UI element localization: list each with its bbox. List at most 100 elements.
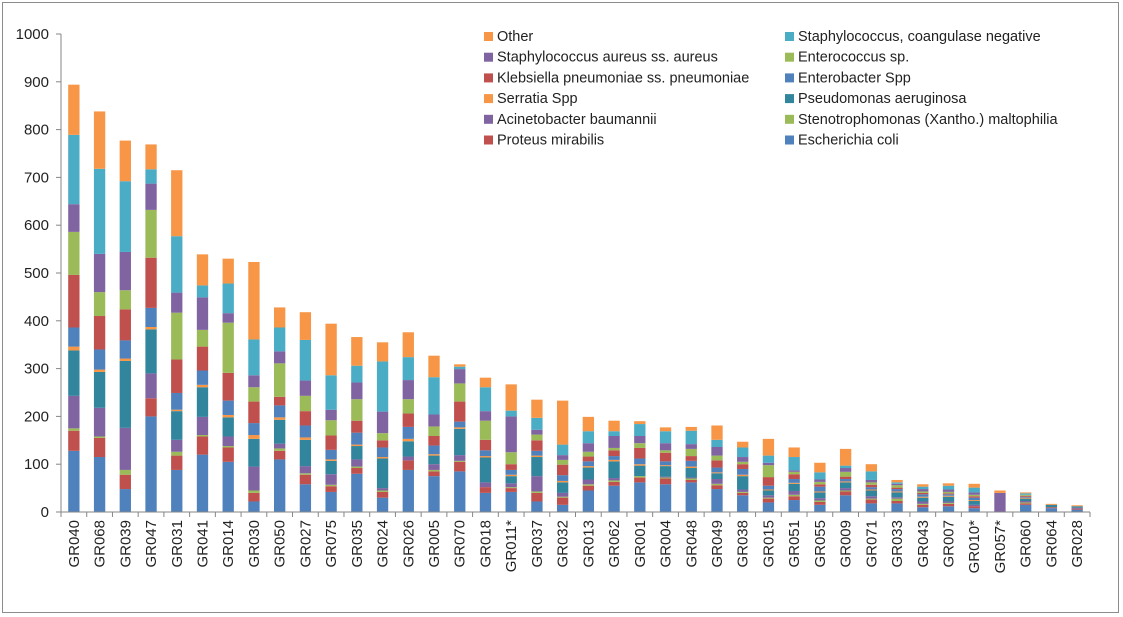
bar-stack (68, 84, 80, 512)
y-tick-label: 1000 (16, 26, 49, 43)
bar-segment (68, 84, 80, 135)
bar-segment (839, 465, 852, 469)
x-tick-label: GR057* (992, 520, 1009, 574)
bar-segment (1071, 505, 1083, 507)
bar-segment (274, 443, 286, 449)
bar-segment (762, 455, 775, 463)
bar-segment (582, 484, 595, 486)
y-tick-label: 700 (24, 169, 49, 186)
bar-segment (865, 490, 877, 497)
bar-segment (145, 257, 157, 308)
x-tick-label: GR004 (658, 520, 675, 568)
bar-stack (222, 258, 234, 512)
bar-segment (608, 456, 620, 460)
bar-segment (222, 461, 234, 512)
bar-segment (479, 487, 492, 493)
bar-segment (711, 439, 723, 447)
bar-segment (762, 498, 775, 503)
bar-segment (222, 322, 234, 373)
bar-stack (917, 484, 929, 512)
bar-segment (865, 482, 877, 485)
bar-segment (685, 460, 697, 467)
bar-segment (119, 181, 131, 252)
bar-segment (351, 382, 363, 400)
bar-segment (634, 421, 646, 425)
bar-segment (428, 426, 440, 436)
bar-segment (93, 371, 106, 408)
bar-segment (608, 481, 620, 486)
bar-segment (68, 346, 80, 351)
bar-segment (222, 436, 234, 447)
bar-segment (505, 384, 517, 411)
x-tick-label: GR060 (1018, 520, 1035, 568)
bar-segment (608, 450, 620, 457)
bar-segment (299, 466, 312, 474)
bar-segment (119, 251, 131, 291)
bar-segment (248, 490, 260, 493)
legend-swatch (484, 52, 493, 62)
bar-segment (222, 258, 234, 284)
bar-segment (299, 474, 312, 485)
bar-segment (737, 492, 749, 496)
bar-segment (68, 134, 80, 205)
bar-segment (865, 464, 877, 472)
bar-segment (608, 480, 620, 482)
bar-segment (325, 409, 337, 421)
bar-segment (505, 491, 517, 512)
bar-segment (839, 491, 852, 496)
x-tick-label: GR049 (709, 520, 726, 568)
bar-segment (68, 204, 80, 232)
bar-segment (865, 484, 877, 488)
bar-segment (839, 490, 852, 492)
bar-segment (145, 416, 157, 512)
bar-segment (968, 492, 980, 495)
bar-segment (1020, 492, 1032, 494)
bar-segment (119, 290, 131, 310)
x-tick-label: GR015 (760, 520, 777, 568)
bar-segment (762, 495, 775, 498)
legend-item: Other (484, 29, 533, 45)
x-tick-label: GR037 (529, 520, 546, 568)
bar-segment (454, 455, 466, 461)
bar-segment (428, 455, 440, 465)
bar-segment (814, 472, 826, 480)
bar-segment (891, 483, 903, 486)
bar-segment (299, 380, 312, 396)
bar-segment (942, 495, 955, 497)
bar-segment (839, 448, 852, 466)
bar-segment (608, 436, 620, 448)
bar-segment (1045, 508, 1058, 512)
bar-segment (685, 444, 697, 449)
bar-segment (634, 482, 646, 512)
bar-segment (839, 482, 852, 489)
legend-item: Klebsiella pneumoniae ss. pneumoniae (484, 70, 749, 86)
bar-segment (428, 471, 440, 477)
bar-segment (68, 231, 80, 275)
legend-swatch (785, 32, 794, 41)
bar-segment (274, 307, 286, 328)
bar-segment (685, 448, 697, 457)
bar-segment (685, 430, 697, 445)
bar-segment (171, 236, 183, 293)
bar-segment (68, 274, 80, 328)
bar-segment (865, 499, 877, 504)
bar-segment (659, 427, 672, 432)
bar-segment (505, 410, 517, 417)
bar-stack (582, 416, 595, 512)
bar-segment (762, 497, 775, 499)
x-tick-label: GR005 (426, 520, 443, 568)
bar-segment (994, 490, 1006, 493)
bar-segment (942, 493, 955, 495)
bar-segment (428, 355, 440, 378)
bar-segment (351, 399, 363, 421)
bar-segment (711, 446, 723, 456)
bar-segment (582, 416, 595, 432)
y-tick-label: 800 (24, 122, 49, 139)
bar-segment (685, 426, 697, 431)
bar-segment (119, 360, 131, 428)
bar-segment (274, 419, 286, 444)
bar-segment (556, 464, 569, 476)
bar-stack (891, 479, 903, 512)
bar-segment (454, 471, 466, 512)
